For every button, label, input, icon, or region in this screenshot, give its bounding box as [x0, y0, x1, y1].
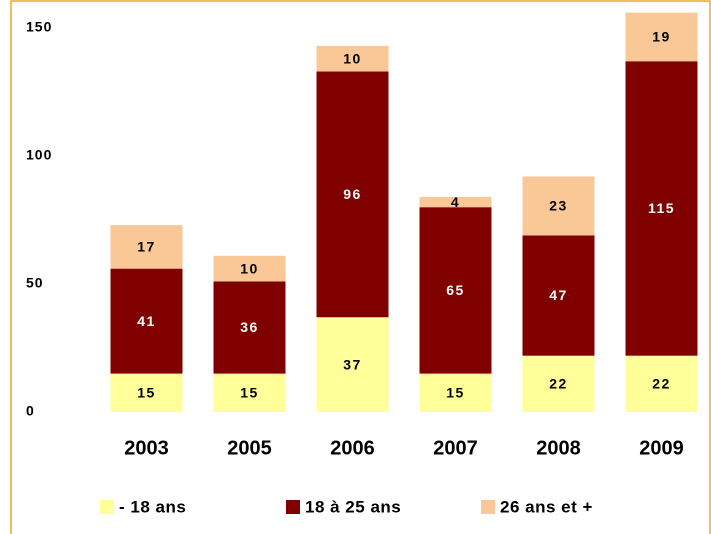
- y-tick-label: 50: [26, 275, 44, 291]
- legend-label: 26 ans et +: [500, 497, 593, 516]
- bar-segment: [625, 355, 698, 412]
- bar-segment: [419, 196, 492, 208]
- bar-segment: [110, 225, 183, 269]
- data-label: 96: [343, 186, 362, 202]
- legend-label: - 18 ans: [119, 497, 186, 516]
- bar-segment: [625, 61, 698, 356]
- data-label: 19: [652, 29, 671, 45]
- data-label: 41: [137, 313, 156, 329]
- bar-segment: [213, 281, 286, 374]
- bar-segment: [213, 373, 286, 412]
- bar-segment: [522, 355, 595, 412]
- data-label: 15: [446, 385, 465, 401]
- x-tick-label: 2006: [330, 437, 375, 459]
- bar-segment: [419, 373, 492, 412]
- y-tick-label: 150: [26, 19, 52, 35]
- data-label: 47: [549, 287, 568, 303]
- x-tick-label: 2003: [124, 437, 169, 459]
- data-label: 65: [446, 282, 465, 298]
- legend-swatch: [100, 500, 114, 514]
- bar-segment: [625, 12, 698, 62]
- data-label: 23: [549, 198, 568, 214]
- data-label: 17: [137, 239, 156, 255]
- data-label: 15: [240, 385, 259, 401]
- data-label: 10: [343, 50, 362, 66]
- bar-segment: [110, 268, 183, 374]
- data-label: 115: [648, 200, 675, 216]
- bar-segment: [316, 71, 389, 318]
- data-label: 22: [652, 376, 671, 392]
- bar-segment: [419, 207, 492, 374]
- data-label: 22: [549, 376, 568, 392]
- bar-segment: [316, 45, 389, 72]
- data-label: 36: [240, 319, 259, 335]
- data-label: 4: [451, 194, 460, 210]
- bar-segment: [110, 373, 183, 412]
- bar-segment: [522, 176, 595, 236]
- data-label: 10: [240, 260, 259, 276]
- y-tick-label: 0: [26, 403, 35, 419]
- x-tick-label: 2009: [639, 437, 684, 459]
- legend-label: 18 à 25 ans: [305, 497, 401, 516]
- chart-border: [10, 0, 711, 534]
- data-label: 15: [137, 385, 156, 401]
- bar-segment: [213, 255, 286, 282]
- data-label: 37: [343, 356, 362, 372]
- y-tick-label: 100: [26, 147, 52, 163]
- bar-segment: [522, 235, 595, 356]
- bar-segment: [316, 317, 389, 412]
- x-tick-label: 2008: [536, 437, 581, 459]
- x-tick-label: 2007: [433, 437, 478, 459]
- legend-swatch: [481, 500, 495, 514]
- x-tick-label: 2005: [227, 437, 272, 459]
- legend-swatch: [286, 500, 300, 514]
